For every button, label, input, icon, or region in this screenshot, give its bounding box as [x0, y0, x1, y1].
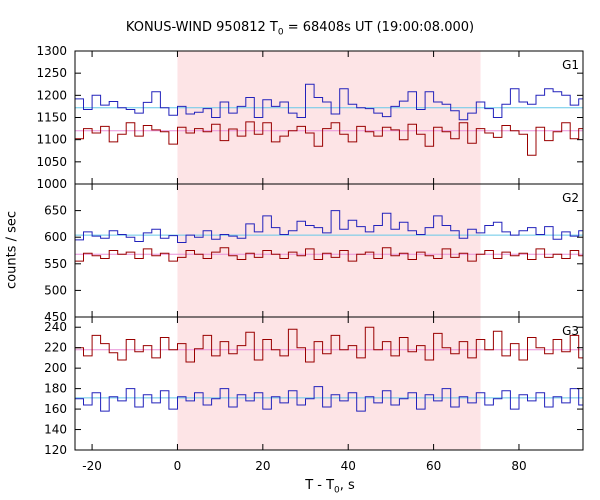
g2-ytick-label: 550	[44, 257, 67, 271]
g3-ytick-label: 240	[44, 320, 67, 334]
g3-ytick-label: 140	[44, 423, 67, 437]
g1-ytick-label: 1050	[36, 155, 67, 169]
g3-ytick-label: 180	[44, 382, 67, 396]
g1-series-red	[75, 121, 583, 156]
g2-ytick-label: 600	[44, 230, 67, 244]
g2-ytick-label: 650	[44, 204, 67, 218]
g2-panel-label: G2	[562, 191, 579, 205]
xtick-label: 40	[341, 459, 356, 473]
g3-panel-label: G3	[562, 324, 579, 338]
xtick-label: 80	[511, 459, 526, 473]
g2-series-blue	[75, 210, 583, 243]
g1-ytick-label: 1200	[36, 88, 67, 102]
y-axis-label: counts / sec	[4, 210, 20, 290]
g2-series-red	[75, 247, 583, 262]
g3-series-red	[75, 326, 583, 363]
g3-ytick-label: 220	[44, 341, 67, 355]
xtick-label: 20	[255, 459, 270, 473]
chart-title: KONUS-WIND 950812 T0 = 68408s UT (19:00:…	[0, 20, 600, 38]
x-axis-label-suffix: , s	[339, 478, 355, 493]
g3-ytick-label: 200	[44, 361, 67, 375]
g3-series-blue	[75, 386, 583, 412]
chart-title-suffix: = 68408s UT (19:00:08.000)	[283, 20, 475, 35]
g2-ytick-label: 450	[44, 310, 67, 324]
g1-ytick-label: 1000	[36, 177, 67, 191]
g2-ytick-label: 500	[44, 283, 67, 297]
x-axis-label-prefix: T - T	[305, 478, 335, 493]
xtick-label: 0	[174, 459, 182, 473]
g3-frame	[74, 316, 584, 451]
xtick-label: -20	[82, 459, 102, 473]
g1-ytick-label: 1300	[36, 44, 67, 58]
x-axis-label: T - T0, s	[0, 478, 600, 496]
g1-ytick-label: 1100	[36, 133, 67, 147]
g1-ytick-label: 1150	[36, 111, 67, 125]
chart-title-prefix: KONUS-WIND 950812 T	[125, 20, 278, 35]
g1-shaded-interval	[177, 51, 481, 184]
g3-shaded-interval	[177, 317, 481, 450]
chart-title-sub: 0	[277, 27, 284, 38]
g3-ytick-label: 120	[44, 443, 67, 457]
g1-panel-label: G1	[562, 58, 579, 72]
g2-shaded-interval	[177, 184, 481, 317]
g3-ytick-label: 160	[44, 402, 67, 416]
g1-ytick-label: 1250	[36, 66, 67, 80]
xtick-label: 60	[426, 459, 441, 473]
x-axis-label-sub: 0	[334, 485, 340, 496]
g1-series-blue	[75, 83, 583, 121]
